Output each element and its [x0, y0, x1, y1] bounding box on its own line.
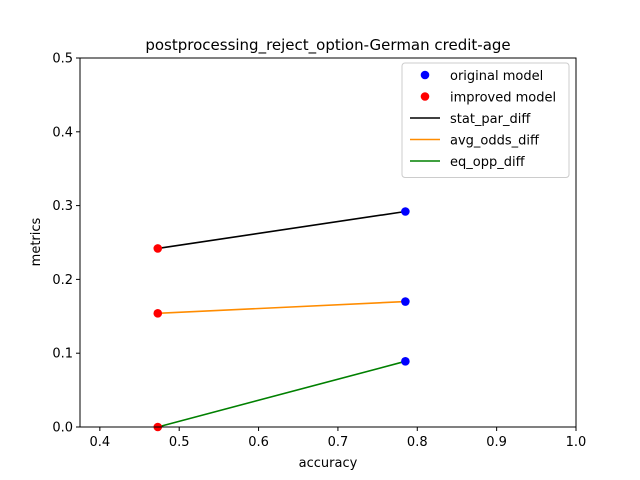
- legend-box: [401, 62, 570, 178]
- legend-label: avg_odds_diff: [450, 134, 540, 149]
- series-line-stat-par-diff: [157, 210, 406, 250]
- series-line-avg-odds-diff: [157, 300, 406, 315]
- y-axis: 0.0 0.1 0.2 0.3 0.4 0.5: [52, 52, 80, 436]
- legend-marker: [420, 70, 430, 80]
- y-tick-label: 0.4: [52, 125, 73, 140]
- improved-model-point-avg-odds-diff: [153, 309, 163, 318]
- legend-label: stat_par_diff: [450, 112, 531, 127]
- x-axis-label: accuracy: [299, 456, 358, 471]
- y-tick-label: 0.5: [52, 52, 73, 67]
- x-tick-label: 0.6: [248, 435, 269, 450]
- legend-label: original model: [450, 69, 543, 84]
- legend-label: improved model: [450, 91, 556, 106]
- series-line-eq-opp-diff: [157, 360, 406, 428]
- x-tick-label: 0.9: [486, 435, 507, 450]
- y-tick-label: 0.3: [52, 199, 73, 214]
- y-tick-label: 0.2: [52, 273, 73, 288]
- y-tick-label: 0.1: [52, 347, 73, 362]
- x-axis: 0.4 0.5 0.6 0.7 0.8 0.9 1.0: [89, 427, 586, 450]
- legend-label: eq_opp_diff: [450, 155, 526, 170]
- x-tick-label: 1.0: [566, 435, 587, 450]
- improved-model-point-stat-par-diff: [153, 244, 163, 253]
- x-tick-label: 0.7: [328, 435, 349, 450]
- plot-frame: [79, 57, 577, 428]
- legend-marker: [420, 92, 430, 101]
- x-tick-label: 0.5: [169, 435, 190, 450]
- x-tick-label: 0.4: [89, 435, 110, 450]
- original-model-point-stat-par-diff: [401, 207, 410, 216]
- legend: original model improved model stat_par_dif…: [401, 62, 570, 178]
- y-axis-label: metrics: [29, 217, 44, 266]
- plot-area: [153, 207, 410, 432]
- original-model-point-eq-opp-diff: [401, 357, 410, 366]
- original-model-point-avg-odds-diff: [401, 297, 410, 306]
- chart-title: postprocessing_reject_option-German cred…: [145, 36, 510, 55]
- x-tick-label: 0.8: [407, 435, 428, 450]
- y-tick-label: 0.0: [52, 421, 73, 436]
